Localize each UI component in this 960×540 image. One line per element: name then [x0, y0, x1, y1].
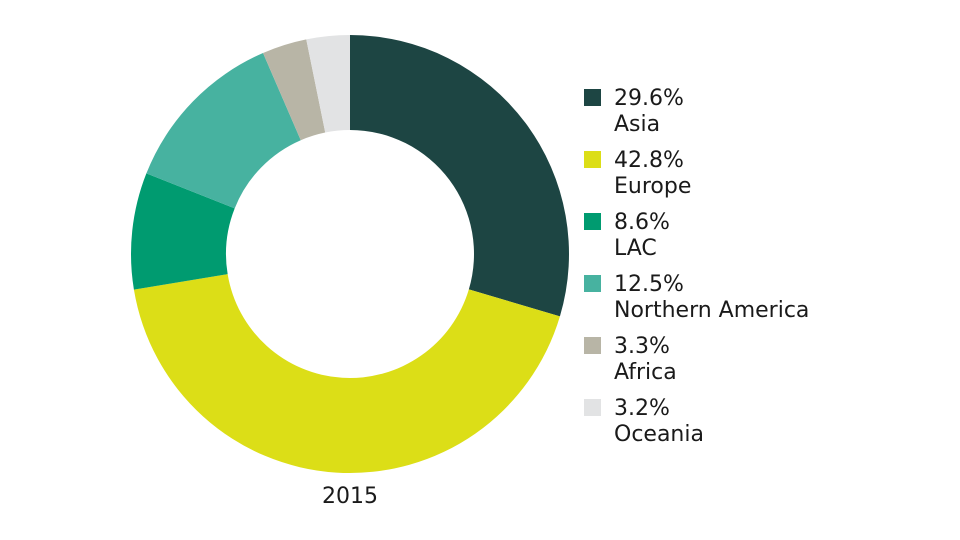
legend-value-asia: 29.6% [614, 86, 684, 111]
legend: 29.6% Asia 42.8% Europe 8.6% LAC 12.5% N… [584, 86, 944, 458]
legend-item-northern-america: 12.5% Northern America [584, 272, 944, 334]
legend-value-europe: 42.8% [614, 148, 684, 173]
slice-asia [350, 35, 569, 317]
legend-label-europe: Europe [614, 174, 692, 199]
legend-swatch-lac [584, 213, 601, 230]
legend-value-africa: 3.3% [614, 334, 670, 359]
legend-swatch-asia [584, 89, 601, 106]
legend-item-lac: 8.6% LAC [584, 210, 944, 272]
legend-item-africa: 3.3% Africa [584, 334, 944, 396]
legend-label-oceania: Oceania [614, 422, 704, 447]
year-caption: 2015 [322, 484, 378, 509]
legend-value-northern-america: 12.5% [614, 272, 684, 297]
legend-label-northern-america: Northern America [614, 298, 810, 323]
slice-europe [133, 274, 560, 473]
legend-item-oceania: 3.2% Oceania [584, 396, 944, 458]
slice-africa [263, 39, 326, 141]
legend-item-europe: 42.8% Europe [584, 148, 944, 210]
slice-lac [130, 173, 235, 290]
legend-item-asia: 29.6% Asia [584, 86, 944, 148]
legend-swatch-africa [584, 337, 601, 354]
legend-value-lac: 8.6% [614, 210, 670, 235]
legend-label-lac: LAC [614, 236, 657, 261]
slice-northern-america [146, 53, 301, 209]
legend-swatch-northern-america [584, 275, 601, 292]
slice-oceania [306, 35, 350, 133]
legend-swatch-oceania [584, 399, 601, 416]
legend-label-asia: Asia [614, 112, 661, 137]
legend-swatch-europe [584, 151, 601, 168]
legend-label-africa: Africa [614, 360, 677, 385]
legend-value-oceania: 3.2% [614, 396, 670, 421]
